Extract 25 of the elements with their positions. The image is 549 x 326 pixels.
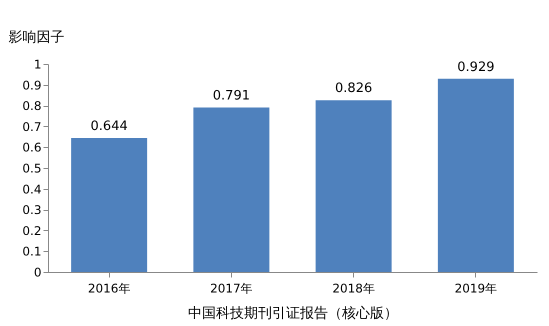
x-axis-title: 中国科技期刊引证报告（核心版） [188,306,398,322]
bar [193,107,270,272]
data-label: 0.929 [457,60,494,75]
y-tick-label: 0.8 [22,99,42,114]
y-tick-label: 0.4 [22,182,42,196]
y-axis-title: 影响因子 [8,30,64,46]
y-tick-label: 0.7 [22,120,42,134]
x-tick-label: 2019年 [454,282,498,296]
data-label: 0.826 [335,81,372,96]
data-label: 0.644 [90,119,128,134]
y-tick-label: 0.3 [22,203,42,218]
x-tick-label: 2018年 [332,282,375,296]
bar [71,138,148,272]
x-tick-label: 2016年 [88,282,130,296]
y-tick-label: 0.6 [22,140,42,155]
bar [438,78,514,272]
y-tick-label: 0.1 [22,244,42,259]
bar [316,100,392,272]
y-tick-label: 0 [34,266,42,280]
y-tick-label: 0.5 [22,162,42,176]
y-tick-label: 0.2 [22,224,42,238]
y-tick-label: 0.9 [22,78,42,92]
x-tick-label: 2017年 [210,282,253,296]
y-tick-label: 1 [34,58,42,72]
data-label: 0.791 [212,88,250,104]
